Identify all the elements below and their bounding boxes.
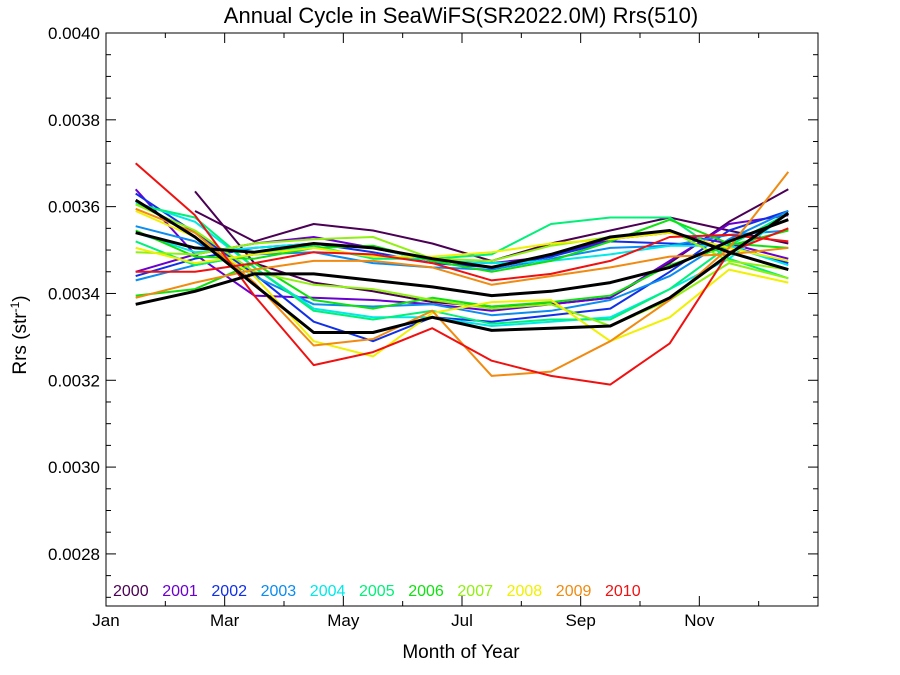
legend-item-2002: 2002 [211,583,247,600]
y-axis-label-main: Rrs (str [10,312,31,375]
series-line-2010-1 [135,233,789,282]
legend-item-2008: 2008 [507,583,543,600]
series-line-2008-0 [135,210,789,358]
x-tick-label: Mar [210,611,240,630]
y-axis-label-superscript: -1 [8,301,22,312]
chart-title: Annual Cycle in SeaWiFS(SR2022.0M) Rrs(5… [224,3,698,28]
legend-item-2001: 2001 [162,583,198,600]
series-line-2006-1 [135,218,789,273]
x-tick-label: Jul [451,611,473,630]
y-tick-label: 0.0028 [48,545,100,564]
y-tick-label: 0.0038 [48,111,100,130]
x-tick-label: May [327,611,360,630]
x-tick-label: Nov [684,611,715,630]
series-line-mean-1 [135,218,789,306]
y-axis-label: Rrs (str-1) [8,295,31,374]
legend-item-2003: 2003 [261,583,297,600]
legend-item-2000: 2000 [113,583,149,600]
legend: 2000 2001 2002 2003 2004 2005 2006 2007 2008 2009… [113,583,641,600]
x-tick-label: Sep [566,611,596,630]
y-tick-label: 0.0040 [48,24,100,43]
y-axis-label-tail: ) [10,295,31,301]
x-axis-label: Month of Year [402,642,520,663]
legend-item-2009: 2009 [556,583,592,600]
y-tick-label: 0.0032 [48,371,100,390]
y-tick-label: 0.0034 [48,284,100,303]
legend-item-2005: 2005 [359,583,395,600]
legend-item-2010: 2010 [605,583,641,600]
y-tick-label: 0.0030 [48,458,100,477]
legend-item-2007: 2007 [457,583,493,600]
series-line-2009-1 [135,246,789,299]
series-line-2010-0 [135,162,789,386]
y-tick-label: 0.0036 [48,198,100,217]
legend-item-2004: 2004 [310,583,346,600]
series-group [134,162,790,386]
ticks-group: Jan Mar May Jul Sep Nov 0.0028 0.0030 0.0032 0.00… [48,24,819,630]
series-line-mean-2 [135,229,789,272]
legend-item-2006: 2006 [408,583,444,600]
x-tick-label: Jan [92,611,119,630]
